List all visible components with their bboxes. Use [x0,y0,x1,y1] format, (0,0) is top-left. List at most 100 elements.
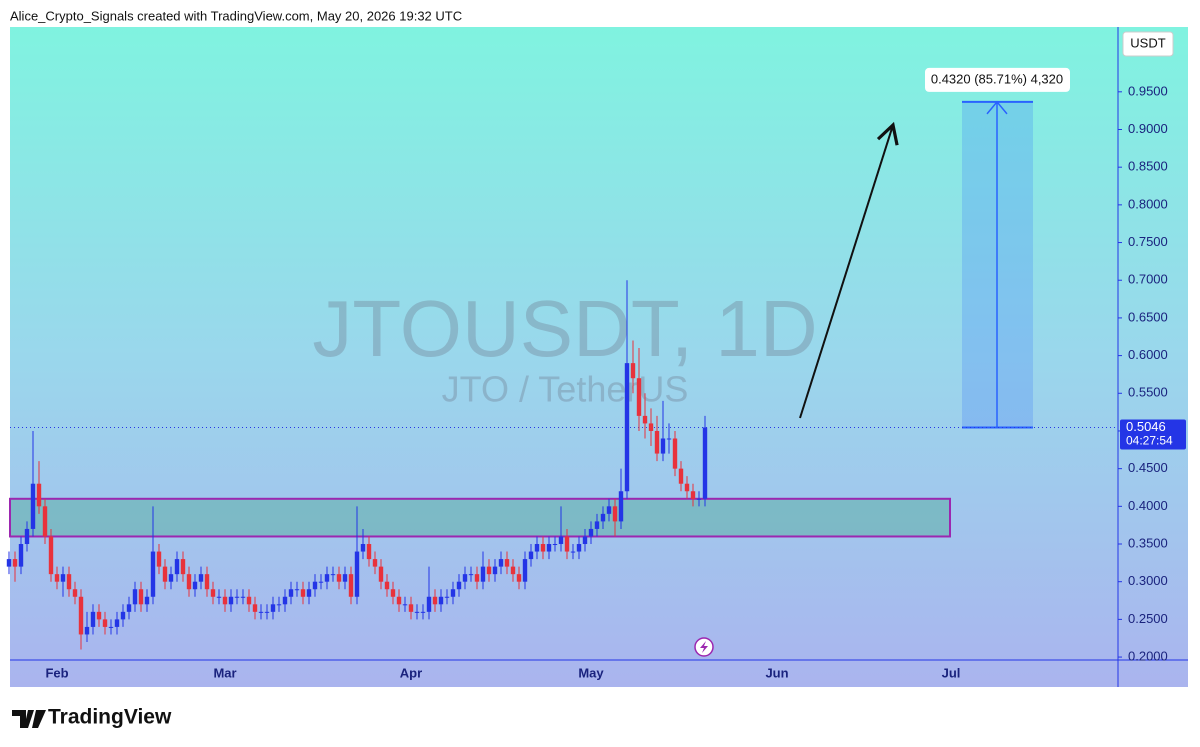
logo: TradingView [48,706,172,729]
candle-body [456,581,462,590]
candle-body [666,438,672,440]
candle-body [546,544,552,552]
candle-body [180,559,186,575]
candle-body [552,544,558,546]
event-bolt [700,641,708,653]
candle-body [144,596,150,605]
candle-body [222,596,228,605]
candle-body [102,619,108,627]
candle-body [258,611,264,613]
watermark-subtitle: JTO / TetherUS [442,369,689,410]
candle-body [492,566,498,575]
y-tick-label: 0.6500 [1128,309,1168,324]
candle-body [126,604,132,612]
candle-body [354,551,360,597]
candle-body [240,596,246,598]
unit-box [1122,31,1174,57]
candle-body [378,566,384,582]
candle-body [138,589,144,605]
candle-body [90,611,96,627]
candle-body [516,574,522,582]
candle-body [510,566,516,575]
candle-body [702,427,708,499]
candle-body [54,574,60,582]
candle-body [426,596,432,612]
y-tick-label: 0.4500 [1128,460,1168,475]
watermark-title: JTOUSDT, 1D [312,284,817,373]
candle-body [684,483,690,492]
candle-body [264,611,270,613]
candle-body [366,544,372,560]
candle-body [474,574,480,582]
candle-body [150,551,156,597]
x-tick-label: Apr [400,665,422,680]
candle-body [48,536,54,575]
y-axis-label: USDT [1130,35,1165,50]
candle-body [348,574,354,597]
candle-body [558,536,564,545]
target-label-box [925,67,1070,92]
price-tag [1120,419,1186,450]
candle-body [120,611,126,620]
candle-body [300,589,306,597]
candle-body [96,611,102,620]
candle-body [522,559,528,582]
candle-body [594,521,600,529]
candle-body [504,559,510,567]
candle-body [600,513,606,522]
candle-body [432,596,438,605]
candle-body [42,506,48,537]
y-tick-label: 0.4000 [1128,498,1168,513]
logo-mark [12,710,46,728]
y-tick-label: 0.7500 [1128,234,1168,249]
candle-body [156,551,162,567]
candle-body [306,589,312,597]
x-tick-label: Mar [213,665,236,680]
candle-body [24,528,30,545]
candle-body [6,559,12,567]
candle-body [480,566,486,582]
candle-body [690,491,696,499]
candle-body [12,559,18,567]
y-tick-label: 0.9000 [1128,121,1168,136]
candle-body [486,566,492,575]
candle-body [342,574,348,582]
y-tick-label: 0.3500 [1128,535,1168,550]
candle-body [312,581,318,590]
candle-body [18,544,24,567]
support-zone [9,497,951,538]
candle-body [438,596,444,605]
candle-body [444,596,450,598]
target-label: 0.4320 (85.71%) 4,320 [931,71,1063,86]
candle-body [192,581,198,590]
candle-body [576,544,582,552]
candle-body [648,423,654,431]
candle-body [672,438,678,469]
candle-body [324,574,330,582]
candle-body [582,536,588,545]
candle-body [642,415,648,424]
candle-body [234,596,240,598]
candle-body [462,574,468,582]
candle-body [408,604,414,612]
candle-body [246,596,252,605]
candle-body [318,581,324,583]
candle-body [534,544,540,552]
candle-body [528,551,534,560]
price-tag-countdown: 04:27:54 [1126,434,1173,448]
candle-body [606,506,612,514]
candle-body [336,574,342,582]
candle-body [36,483,42,507]
candle-body [420,611,426,613]
candle-body [588,528,594,537]
candle-body [390,589,396,597]
candle-body [186,574,192,590]
candle-body [570,551,576,553]
x-tick-label: May [578,665,604,680]
candle-body [414,611,420,613]
candle-body [78,596,84,635]
candle-body [252,604,258,612]
candle-body [498,559,504,567]
candle-body [402,604,408,606]
